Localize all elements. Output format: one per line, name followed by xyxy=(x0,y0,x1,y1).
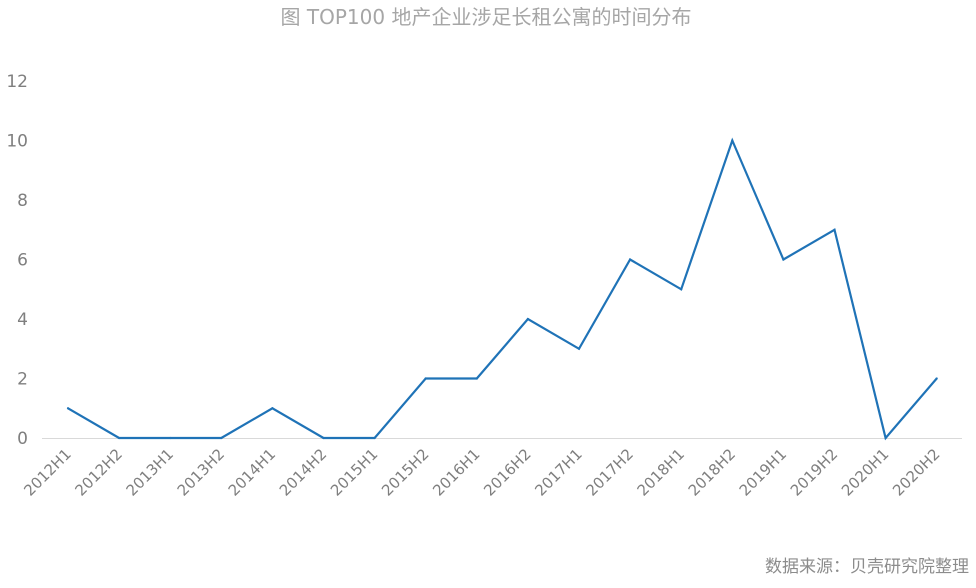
x-tick-label: 2020H2 xyxy=(889,445,943,499)
data-point xyxy=(373,436,376,440)
y-tick-label: 2 xyxy=(17,370,28,390)
data-point xyxy=(475,377,478,380)
data-point xyxy=(66,407,70,410)
data-point xyxy=(577,347,581,350)
data-point xyxy=(169,436,172,440)
data-point xyxy=(220,436,223,440)
data-point xyxy=(782,258,785,261)
data-point xyxy=(884,436,887,440)
y-tick-label: 0 xyxy=(17,429,28,449)
data-point xyxy=(271,407,274,410)
x-tick-label: 2015H2 xyxy=(378,445,432,499)
data-point xyxy=(731,139,734,142)
y-tick-label: 12 xyxy=(6,72,28,92)
x-tick-label: 2017H2 xyxy=(582,445,636,499)
data-point xyxy=(526,317,530,321)
x-tick-label: 2017H1 xyxy=(531,445,585,499)
data-point xyxy=(629,258,632,261)
y-tick-label: 6 xyxy=(17,251,28,271)
data-point xyxy=(424,377,427,380)
x-tick-label: 2016H1 xyxy=(429,445,483,499)
series-group xyxy=(66,137,938,441)
x-axis-ticks: 2012H12012H22013H12013H22014H12014H22015… xyxy=(20,445,943,499)
x-tick-label: 2014H1 xyxy=(225,445,279,499)
y-axis-ticks: 0 2 4 6 8 10 12 xyxy=(6,72,28,449)
x-tick-label: 2012H2 xyxy=(71,445,125,499)
source-note: 数据来源：贝壳研究院整理 xyxy=(765,557,969,577)
x-tick-label: 2013H2 xyxy=(174,445,228,499)
x-tick-label: 2019H2 xyxy=(787,445,841,499)
x-tick-label: 2015H1 xyxy=(327,445,381,499)
x-tick-label: 2019H1 xyxy=(736,445,790,499)
y-tick-label: 8 xyxy=(17,191,28,211)
x-tick-label: 2020H1 xyxy=(838,445,892,499)
data-point xyxy=(935,377,938,380)
x-tick-label: 2013H1 xyxy=(123,445,177,499)
y-tick-label: 10 xyxy=(6,132,28,152)
y-tick-label: 4 xyxy=(17,310,28,330)
data-point xyxy=(322,436,325,440)
x-tick-label: 2014H2 xyxy=(276,445,330,499)
data-point xyxy=(680,288,683,291)
x-tick-label: 2018H2 xyxy=(685,445,739,499)
x-tick-label: 2012H1 xyxy=(20,445,74,499)
x-tick-label: 2018H1 xyxy=(634,445,688,499)
data-point xyxy=(118,436,121,440)
x-tick-label: 2016H2 xyxy=(480,445,534,499)
series-line xyxy=(67,137,938,441)
chart-title: 图 TOP100 地产企业涉足长租公寓的时间分布 xyxy=(281,5,692,29)
data-point xyxy=(833,228,836,231)
